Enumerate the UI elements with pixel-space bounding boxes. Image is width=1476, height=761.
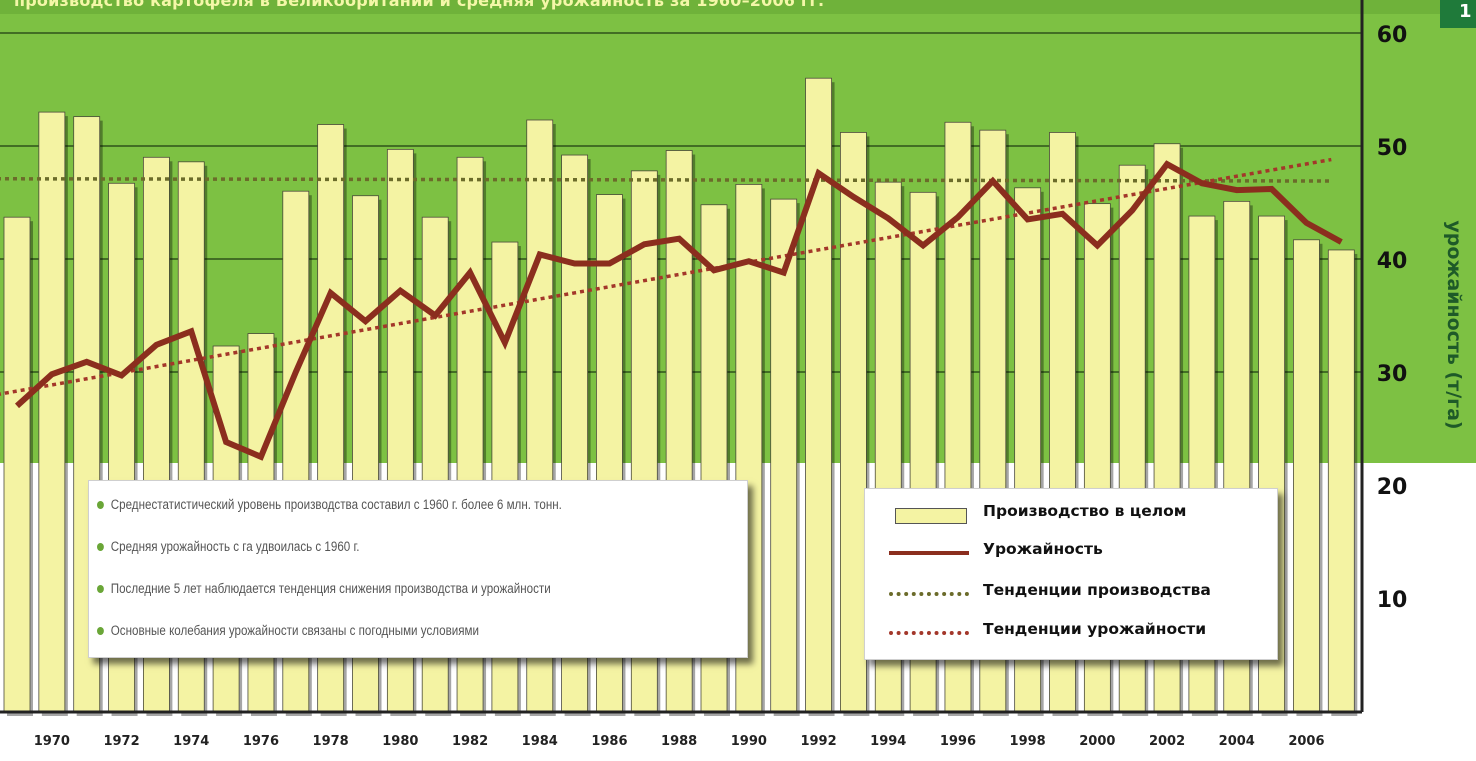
x-tick-label: 2002 <box>1149 734 1185 749</box>
x-tick-label: 1994 <box>870 734 906 749</box>
x-tick-label: 1974 <box>173 734 209 749</box>
note-item: Основные колебания урожайности связаны с… <box>97 621 656 663</box>
y-axis-label: урожайность (т/га) <box>1443 220 1465 430</box>
x-tick-label: 1970 <box>34 734 70 749</box>
x-tick-label: 1988 <box>661 734 697 749</box>
legend-swatch-dotted <box>889 592 969 596</box>
x-tick-label: 2000 <box>1079 734 1115 749</box>
legend-item-yield-trend: Тенденции урожайности <box>865 616 1277 646</box>
y-tick-label: 10 <box>1377 588 1408 613</box>
y-tick-label: 20 <box>1377 475 1408 500</box>
x-tick-label: 2004 <box>1219 734 1255 749</box>
note-item: Среднестатистический уровень производств… <box>97 495 656 537</box>
x-tick-label: 1980 <box>382 734 418 749</box>
notes-box: Среднестатистический уровень производств… <box>88 480 748 658</box>
bullet-icon <box>97 501 104 510</box>
x-tick-label: 1992 <box>800 734 836 749</box>
x-tick-label: 1986 <box>591 734 627 749</box>
x-tick-label: 1982 <box>452 734 488 749</box>
corner-tab-label: 1 <box>1459 1 1472 22</box>
bar <box>3 216 31 713</box>
bar <box>840 132 867 713</box>
x-tick-label: 1978 <box>313 734 349 749</box>
y-tick-label: 60 <box>1377 23 1408 48</box>
y-tick-label: 40 <box>1377 249 1408 274</box>
legend: Производство в целом Урожайность Тенденц… <box>864 488 1278 660</box>
bullet-icon <box>97 543 104 552</box>
chart-title: производство картофеля в Великобритании … <box>14 0 825 10</box>
legend-swatch-dotted <box>889 631 969 635</box>
x-tick-label: 1984 <box>522 734 558 749</box>
x-tick-label: 1976 <box>243 734 279 749</box>
bar <box>1327 249 1355 713</box>
bar <box>770 198 798 713</box>
bar <box>38 111 66 713</box>
bullet-icon <box>97 585 104 594</box>
legend-item-yield: Урожайность <box>865 536 1277 566</box>
x-tick-label: 1996 <box>940 734 976 749</box>
legend-swatch-bar <box>895 508 967 524</box>
bullet-icon <box>97 627 104 636</box>
y-tick-label: 30 <box>1377 362 1408 387</box>
legend-swatch-line <box>889 551 969 555</box>
note-item: Средняя урожайность с га удвоилась с 196… <box>97 537 656 579</box>
legend-item-production-trend: Тенденции производства <box>865 577 1277 607</box>
x-tick-label: 1972 <box>103 734 139 749</box>
y-tick-label: 50 <box>1377 136 1408 161</box>
bar <box>1293 239 1320 713</box>
production-trend-line <box>0 177 1332 183</box>
title-band <box>0 0 1440 14</box>
x-tick-label: 2006 <box>1288 734 1324 749</box>
x-tick-label: 1998 <box>1010 734 1046 749</box>
yield-line <box>14 160 1343 461</box>
corner-tab <box>1440 0 1476 28</box>
x-tick-label: 1990 <box>731 734 767 749</box>
yield-trend-line <box>0 157 1332 396</box>
legend-item-production: Производство в целом <box>865 498 1277 528</box>
note-item: Последние 5 лет наблюдается тенденция сн… <box>97 579 656 621</box>
axis-panel-background <box>1362 0 1476 463</box>
